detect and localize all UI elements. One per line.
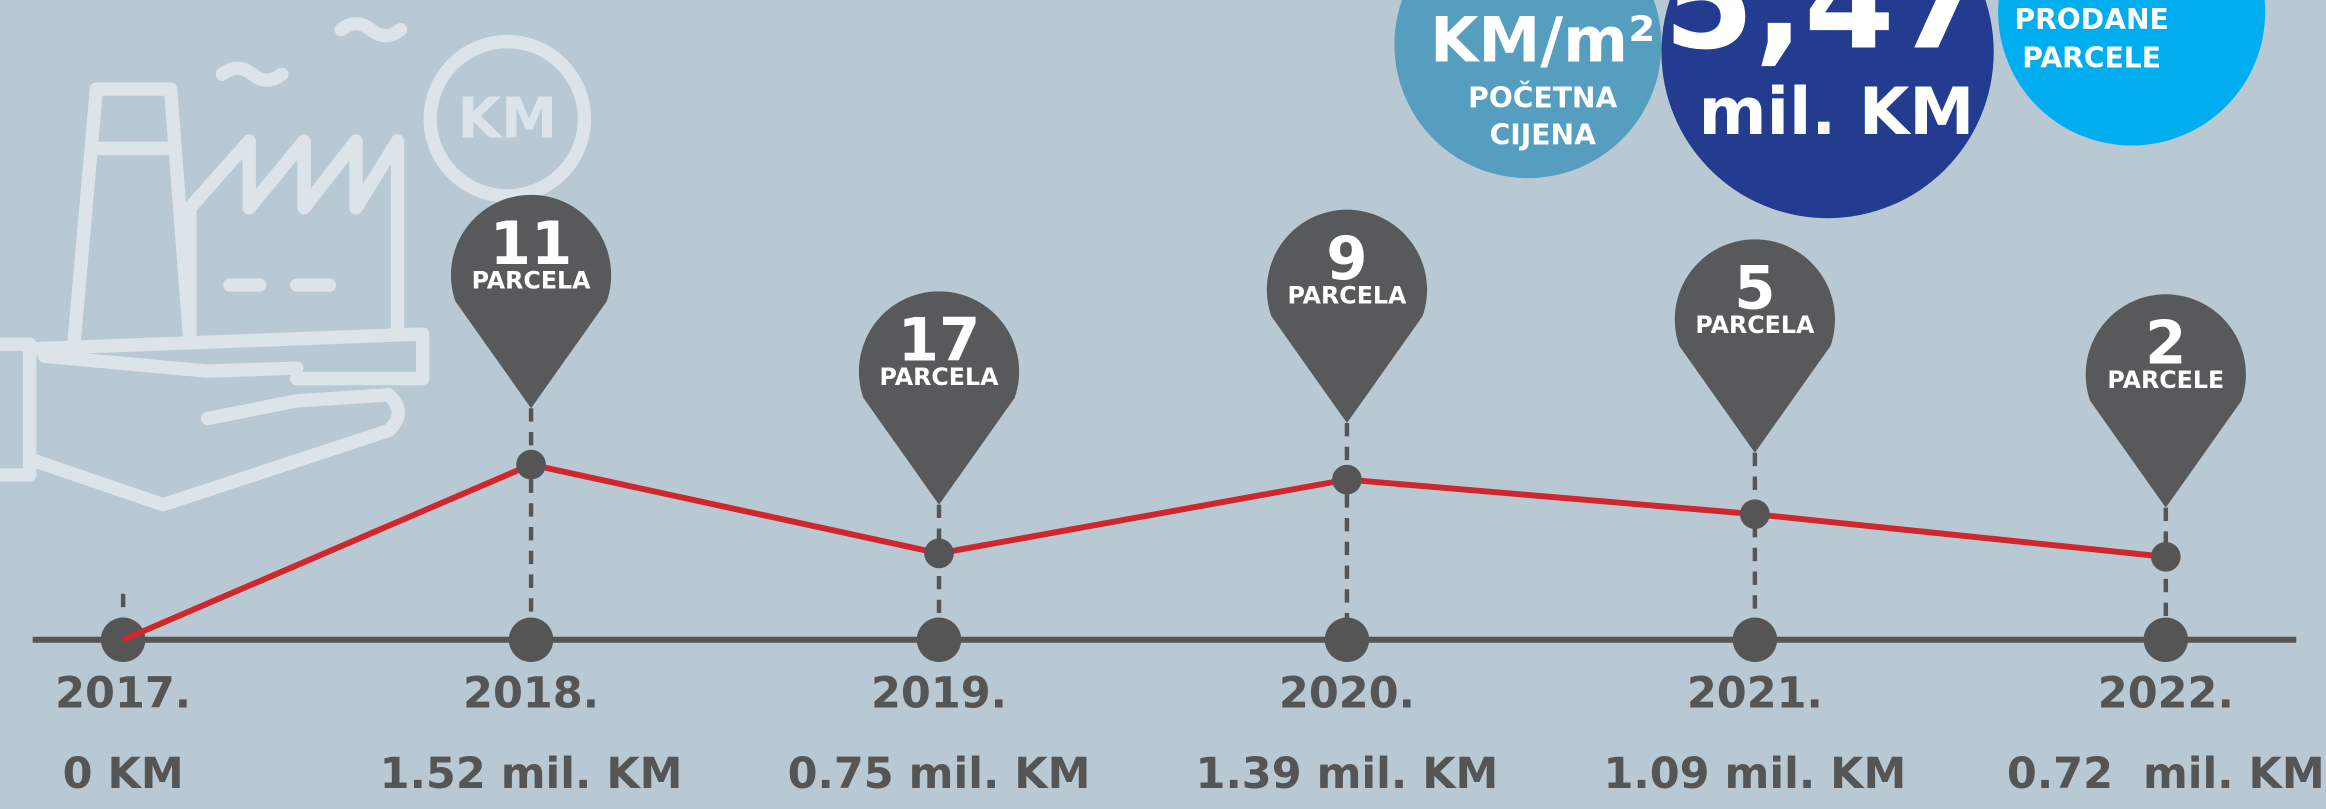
pin-label: PARCELA — [880, 363, 1000, 391]
value-dot — [516, 450, 546, 480]
badge-caption: PRODANE — [2014, 3, 2168, 36]
timeline-dot — [1325, 618, 1370, 663]
coin-label: KM — [457, 86, 557, 151]
badge-unit: mil. KM — [1699, 74, 1975, 150]
badge-value: 5,47 — [1664, 0, 1986, 79]
x-tick-label: 2022. — [2098, 669, 2234, 719]
timeline-dot — [917, 618, 962, 663]
value-label: 0.75 mil. KM — [788, 749, 1091, 799]
badge-unit: KM/m² — [1430, 4, 1655, 77]
value-dot — [1332, 465, 1362, 495]
pin-label: PARCELA — [472, 267, 592, 295]
page: KM KM/m² POČETNA CIJENA 5,47 mil. KM PRO… — [0, 0, 2326, 809]
x-tick-label: 2017. — [55, 669, 191, 719]
timeline-dot — [2144, 618, 2189, 663]
value-dot — [1740, 499, 1770, 529]
value-label: 0 KM — [63, 749, 184, 799]
value-dot — [2151, 542, 2181, 572]
value-label: 1.39 mil. KM — [1196, 749, 1499, 799]
pin-label: PARCELA — [1695, 311, 1815, 339]
badge-caption: POČETNA — [1468, 80, 1617, 114]
x-tick-label: 2018. — [463, 669, 599, 719]
value-label: 1.52 mil. KM — [380, 749, 683, 799]
value-dot — [924, 539, 954, 569]
pin-label: PARCELA — [1287, 281, 1407, 309]
badge-caption: PARCELE — [2022, 41, 2161, 74]
value-label: 0.72 mil. KM — [2007, 749, 2325, 799]
value-label: 1.09 mil. KM — [1603, 749, 1906, 799]
x-tick-label: 2019. — [871, 669, 1007, 719]
x-tick-label: 2020. — [1279, 669, 1415, 719]
x-tick-label: 2021. — [1687, 669, 1823, 719]
pin-label: PARCELE — [2107, 366, 2224, 394]
timeline-dot — [1733, 618, 1778, 663]
infographic: KM KM/m² POČETNA CIJENA 5,47 mil. KM PRO… — [0, 0, 2326, 809]
badge-caption: CIJENA — [1490, 119, 1596, 152]
timeline-dot — [509, 618, 554, 663]
